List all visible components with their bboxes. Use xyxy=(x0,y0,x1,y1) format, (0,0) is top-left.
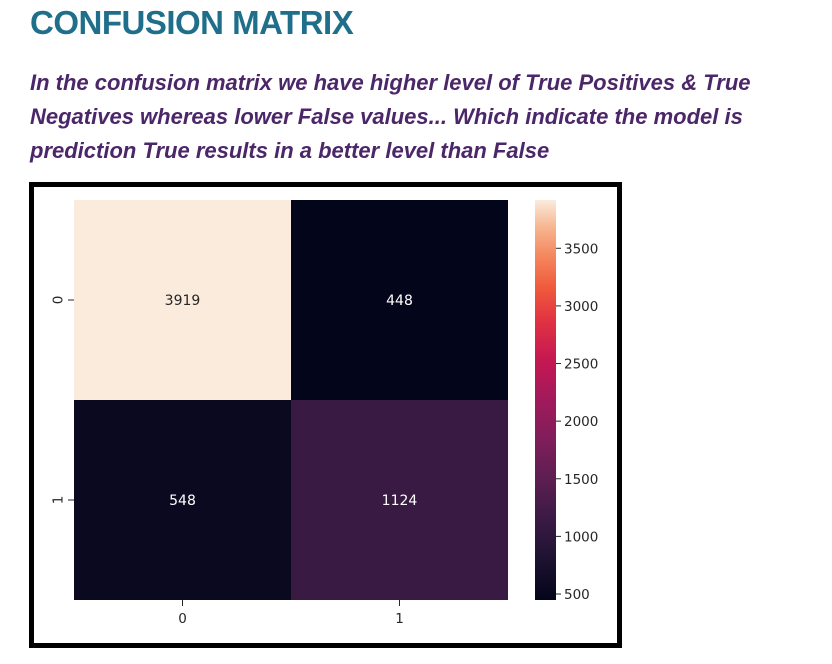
colorbar-tick-label-2000: 2000 xyxy=(564,414,598,430)
cell-value-r1-c0: 548 xyxy=(169,493,196,509)
colorbar-tick-label-3000: 3000 xyxy=(564,299,598,315)
cell-value-r0-c0: 3919 xyxy=(165,293,201,309)
cell-value-r0-c1: 448 xyxy=(386,293,413,309)
subtitle-line-3: prediction True results in a better leve… xyxy=(30,138,550,163)
chart-frame: 3919 448 548 1124 0 1 0 1 500 1000 1500 2000 2500 3… xyxy=(29,182,622,648)
page-title: CONFUSION MATRIX xyxy=(30,4,354,41)
colorbar-tick-label-500: 500 xyxy=(564,587,590,603)
heatmap-cell-r1-c0 xyxy=(74,400,291,600)
heatmap-cell-r0-c1 xyxy=(291,200,508,400)
colorbar-tick-label-1000: 1000 xyxy=(564,529,598,545)
cell-value-r1-c1: 1124 xyxy=(382,493,418,509)
subtitle-line-1: In the confusion matrix we have higher l… xyxy=(30,70,751,95)
y-tick-label-1: 1 xyxy=(51,496,67,505)
confusion-matrix-heatmap: 3919 448 548 1124 0 1 0 1 500 1000 1500 2000 2500 3… xyxy=(51,200,598,627)
x-tick-label-1: 1 xyxy=(395,611,404,627)
heatmap-cell-r1-c1 xyxy=(291,400,508,600)
page-subtitle: In the confusion matrix we have higher l… xyxy=(30,66,830,168)
heatmap-cell-r0-c0 xyxy=(74,200,291,400)
colorbar-tick-label-1500: 1500 xyxy=(564,472,598,488)
y-tick-label-0: 0 xyxy=(51,296,67,305)
x-tick-label-0: 0 xyxy=(178,611,187,627)
colorbar-tick-label-2500: 2500 xyxy=(564,357,598,373)
subtitle-line-2: Negatives whereas lower False values... … xyxy=(30,104,743,129)
colorbar xyxy=(535,200,556,600)
colorbar-tick-label-3500: 3500 xyxy=(564,241,598,257)
